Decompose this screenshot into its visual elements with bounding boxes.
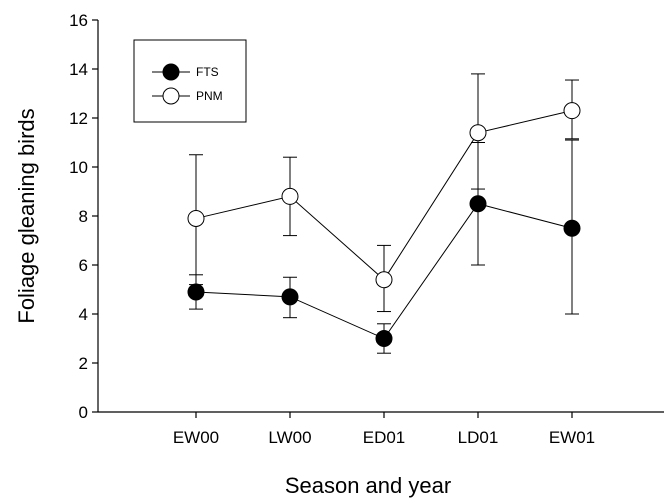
y-axis-title: Foliage gleaning birds	[14, 108, 39, 323]
series-pnm	[187, 73, 581, 313]
y-tick-label: 16	[69, 11, 88, 30]
legend-label: PNM	[196, 89, 223, 103]
x-tick-label: EW00	[173, 428, 219, 447]
y-tick-label: 8	[79, 207, 88, 226]
axes: 0 2 4 6 8 10 12 14 16 EW00 LW00 ED01 LD01 EW01	[69, 11, 664, 447]
data-point	[375, 330, 393, 347]
x-tick-label: LD01	[458, 428, 499, 447]
data-point	[469, 195, 487, 213]
series-layer	[187, 73, 581, 354]
data-point	[563, 219, 581, 237]
y-tick-label: 4	[79, 305, 88, 324]
legend-box	[133, 39, 247, 123]
data-point	[563, 102, 581, 120]
data-point	[375, 271, 393, 289]
y-tick-label: 6	[79, 256, 88, 275]
series-fts	[187, 139, 581, 354]
data-point	[281, 187, 299, 205]
data-point	[281, 288, 299, 306]
y-tick-label: 2	[79, 354, 88, 373]
x-axis-title: Season and year	[285, 473, 451, 498]
legend: FTS PNM	[133, 39, 247, 123]
x-tick-label: LW00	[268, 428, 311, 447]
legend-label: FTS	[196, 65, 219, 79]
data-point	[469, 124, 487, 142]
y-tick-label: 14	[69, 60, 88, 79]
legend-marker	[162, 87, 180, 105]
y-tick-label: 10	[69, 158, 88, 177]
x-tick-label: EW01	[549, 428, 595, 447]
x-tick-label: ED01	[363, 428, 406, 447]
y-tick-label: 12	[69, 109, 88, 128]
y-tick-label: 0	[79, 403, 88, 422]
legend-marker	[162, 63, 180, 81]
data-point	[187, 209, 205, 227]
data-point	[187, 283, 205, 301]
